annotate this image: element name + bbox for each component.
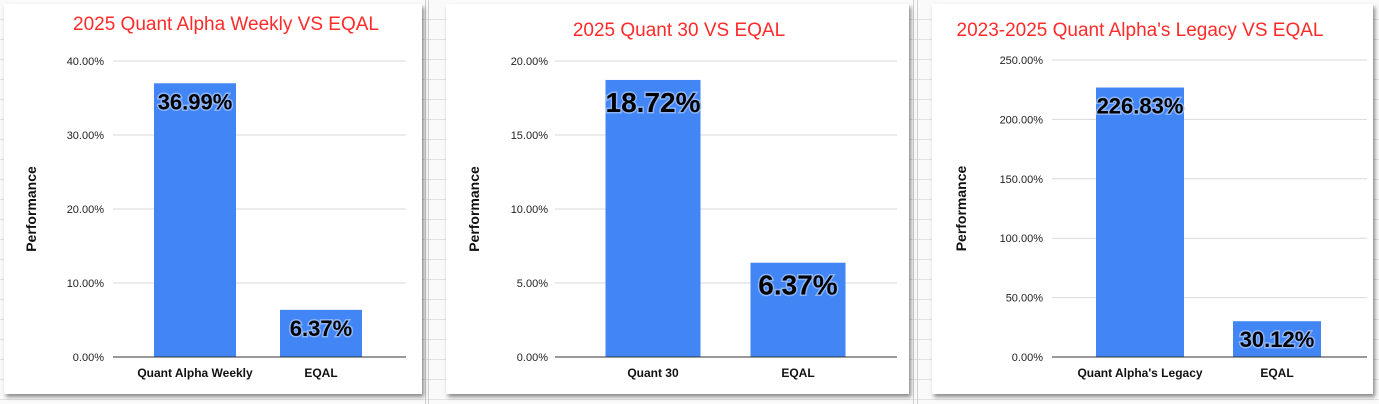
bar[interactable]: [1096, 87, 1184, 357]
bar[interactable]: [750, 262, 846, 357]
x-category-label: Quant Alpha Weekly: [137, 366, 253, 380]
chart-title: 2025 Quant 30 VS EQAL: [573, 20, 785, 41]
bar-chart-svg: 2025 Quant Alpha Weekly VS EQAL 0.00% 10.0…: [23, 14, 406, 380]
sheet-column-divider: [428, 0, 429, 404]
y-tick-label: 20.00%: [511, 56, 549, 68]
x-category-label: Quant Alpha's Legacy: [1077, 366, 1202, 380]
bar[interactable]: [280, 309, 362, 357]
y-tick-label: 40.00%: [67, 56, 105, 68]
chart-panel-quant-30[interactable]: 2025 Quant 30 VS EQAL 0.00% 5.00% 10.00% 15.…: [446, 4, 909, 394]
bar-chart-svg: 2023-2025 Quant Alpha's Legacy VS EQAL 0.…: [953, 20, 1367, 380]
sheet-column-divider: [913, 0, 914, 404]
x-category-label: EQAL: [304, 366, 337, 380]
y-tick-label: 200.00%: [1000, 114, 1044, 126]
y-tick-label: 15.00%: [511, 130, 549, 142]
y-axis-title: Performance: [466, 166, 482, 252]
y-tick-label: 5.00%: [517, 278, 548, 290]
bar-chart-svg: 2025 Quant 30 VS EQAL 0.00% 5.00% 10.00% 15.…: [466, 20, 897, 380]
chart-panel-quant-alpha-weekly[interactable]: 2025 Quant Alpha Weekly VS EQAL 0.00% 10.0…: [4, 4, 422, 394]
y-tick-label: 0.00%: [1012, 352, 1043, 364]
data-label: 226.83%: [1097, 94, 1184, 119]
y-tick-label: 0.00%: [73, 352, 104, 364]
x-category-label: EQAL: [781, 366, 814, 380]
y-tick-label: 10.00%: [67, 278, 105, 290]
y-tick-label: 250.00%: [1000, 55, 1044, 67]
chart-title: 2023-2025 Quant Alpha's Legacy VS EQAL: [957, 20, 1324, 41]
y-tick-label: 50.00%: [1006, 293, 1044, 305]
data-label: 18.72%: [606, 87, 701, 118]
data-label: 30.12%: [1240, 327, 1315, 352]
sheet-column-divider: [425, 0, 426, 404]
y-axis-title: Performance: [953, 165, 969, 251]
data-label: 36.99%: [158, 89, 233, 114]
x-category-label: EQAL: [1260, 366, 1293, 380]
y-tick-label: 30.00%: [67, 130, 105, 142]
sheet-column-divider: [917, 0, 918, 404]
y-tick-label: 10.00%: [511, 204, 549, 216]
data-label: 6.37%: [290, 316, 352, 341]
y-tick-label: 20.00%: [67, 204, 105, 216]
bar[interactable]: [154, 83, 236, 358]
x-category-label: Quant 30: [627, 366, 679, 380]
y-axis-title: Performance: [23, 166, 39, 252]
y-tick-label: 100.00%: [1000, 233, 1044, 245]
data-label: 6.37%: [758, 270, 837, 301]
y-tick-label: 150.00%: [1000, 174, 1044, 186]
bar[interactable]: [1233, 321, 1321, 357]
y-tick-label: 0.00%: [517, 352, 548, 364]
chart-panel-quant-alpha-legacy[interactable]: 2023-2025 Quant Alpha's Legacy VS EQAL 0.…: [932, 4, 1373, 394]
chart-title: 2025 Quant Alpha Weekly VS EQAL: [73, 14, 379, 35]
bar[interactable]: [605, 79, 701, 357]
